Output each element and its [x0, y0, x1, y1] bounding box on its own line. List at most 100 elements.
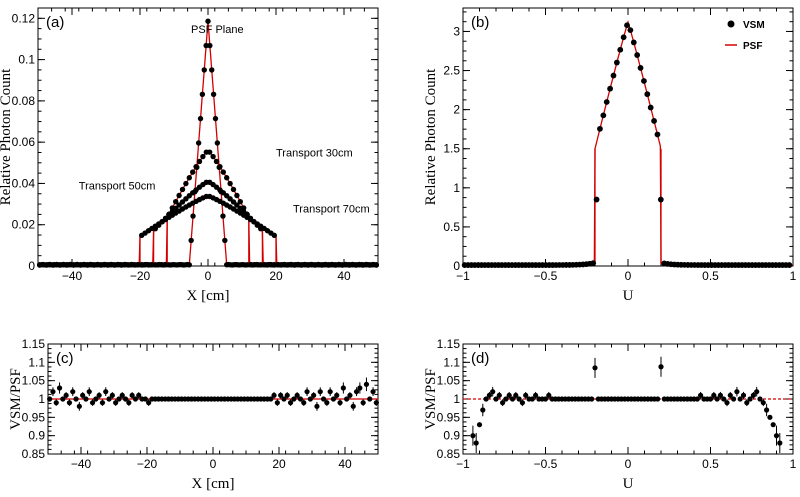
ratio-point — [327, 389, 333, 395]
ratio-point — [519, 400, 526, 406]
x-tick-label: −1 — [456, 457, 470, 471]
x-tick-label: −0.5 — [534, 457, 558, 471]
y-tick-label: 0.95 — [437, 410, 461, 424]
vsm-point — [271, 232, 277, 239]
ratio-point — [360, 400, 366, 406]
ratio-point — [714, 396, 720, 402]
y-tick-label: 1.05 — [437, 374, 461, 388]
x-tick-label: 0 — [625, 269, 632, 283]
ratio-point — [760, 400, 766, 406]
ratio-point — [278, 392, 284, 398]
ratio-point — [503, 396, 509, 402]
y-tick-label: 0.85 — [22, 447, 46, 461]
x-tick-label: 1 — [790, 457, 797, 471]
ratio-point — [126, 400, 132, 406]
vsm-point — [227, 180, 233, 187]
x-tick-label: 20 — [272, 457, 286, 471]
ratio-point — [373, 400, 379, 406]
ratio-point — [493, 396, 499, 402]
y-tick-label: 0.9 — [28, 429, 45, 443]
ratio-point — [747, 396, 753, 402]
y-tick-label: 0.04 — [12, 176, 36, 190]
ratio-point — [506, 392, 512, 398]
vsm-point — [186, 175, 192, 181]
ratio-point — [142, 396, 148, 402]
ratio-point — [317, 389, 323, 395]
x-tick-label: 1 — [790, 269, 797, 283]
panel-label: (d) — [471, 350, 489, 367]
vsm-point — [210, 153, 216, 160]
y-tick-label: 0.02 — [12, 218, 36, 232]
vsm-point — [199, 91, 206, 97]
y-tick-label: 0.1 — [18, 53, 35, 67]
vsm-point — [196, 158, 203, 165]
annotation: Transport 70cm — [293, 203, 370, 215]
ratio-point — [480, 407, 486, 413]
ratio-point — [287, 400, 294, 406]
ratio-point — [89, 400, 96, 406]
vsm-point — [176, 202, 182, 208]
ratio-point — [86, 389, 92, 395]
vsm-point — [637, 65, 644, 71]
x-tick-label: −40 — [71, 457, 92, 471]
y-tick-label: 0 — [453, 259, 460, 273]
vsm-point — [593, 196, 600, 203]
y-tick-label: 1.1 — [443, 355, 460, 369]
ratio-point — [80, 392, 86, 398]
ratio-point — [320, 396, 327, 402]
y-tick-label: 0.85 — [437, 447, 461, 461]
ratio-point — [370, 389, 376, 395]
ratio-point — [83, 396, 89, 402]
x-axis-title: X [cm] — [192, 476, 235, 492]
ratio-point — [473, 440, 479, 446]
vsm-point — [644, 91, 651, 98]
ratio-point — [330, 396, 337, 402]
vsm-point — [210, 91, 217, 97]
y-tick-label: 1 — [453, 392, 460, 406]
y-tick-label: 0.12 — [12, 11, 36, 25]
ratio-point — [294, 392, 300, 398]
ratio-point — [546, 392, 552, 398]
ratio-point — [76, 403, 82, 409]
ratio-point — [53, 400, 59, 406]
ratio-point — [136, 392, 142, 398]
ratio-point — [750, 392, 757, 398]
x-tick-label: 0.5 — [702, 457, 719, 471]
vsm-point — [200, 153, 206, 160]
ratio-point — [340, 385, 346, 391]
annotation: Transport 50cm — [79, 181, 156, 193]
ratio-point — [470, 433, 476, 439]
vsm-point — [634, 52, 641, 58]
ratio-point — [344, 396, 350, 402]
ratio-point — [509, 396, 516, 402]
y-tick-label: 1.5 — [443, 142, 460, 156]
ratio-point — [334, 392, 340, 398]
y-tick-label: 0 — [28, 259, 35, 273]
vsm-point — [220, 169, 226, 175]
vsm-point — [203, 42, 209, 49]
ratio-point — [357, 385, 363, 391]
y-axis-title: Relative Photon Count — [0, 68, 14, 205]
vsm-point — [617, 46, 624, 53]
ratio-point — [486, 392, 492, 398]
ratio-point — [754, 389, 760, 395]
y-axis-title: Relative Photon Count — [423, 68, 439, 205]
ratio-point — [698, 392, 704, 398]
ratio-point — [103, 389, 109, 395]
vsm-point — [213, 158, 220, 165]
y-tick-label: 2.5 — [443, 64, 460, 78]
vsm-point — [613, 59, 620, 66]
ratio-point — [773, 433, 780, 439]
vsm-point — [786, 262, 793, 268]
y-tick-label: 2 — [453, 103, 460, 117]
vsm-point — [197, 115, 204, 122]
panel-a: −40 −20 0 20 40 0 0.02 0.04 0.06 0.08 0.1 0.12 X [cm… — [0, 7, 379, 304]
vsm-point — [186, 262, 192, 268]
x-tick-label: 0 — [210, 457, 217, 471]
ratio-point — [271, 392, 277, 398]
ratio-point — [500, 400, 506, 406]
ratio-point — [60, 396, 66, 402]
ratio-point — [70, 389, 76, 395]
vsm-point — [212, 115, 219, 122]
